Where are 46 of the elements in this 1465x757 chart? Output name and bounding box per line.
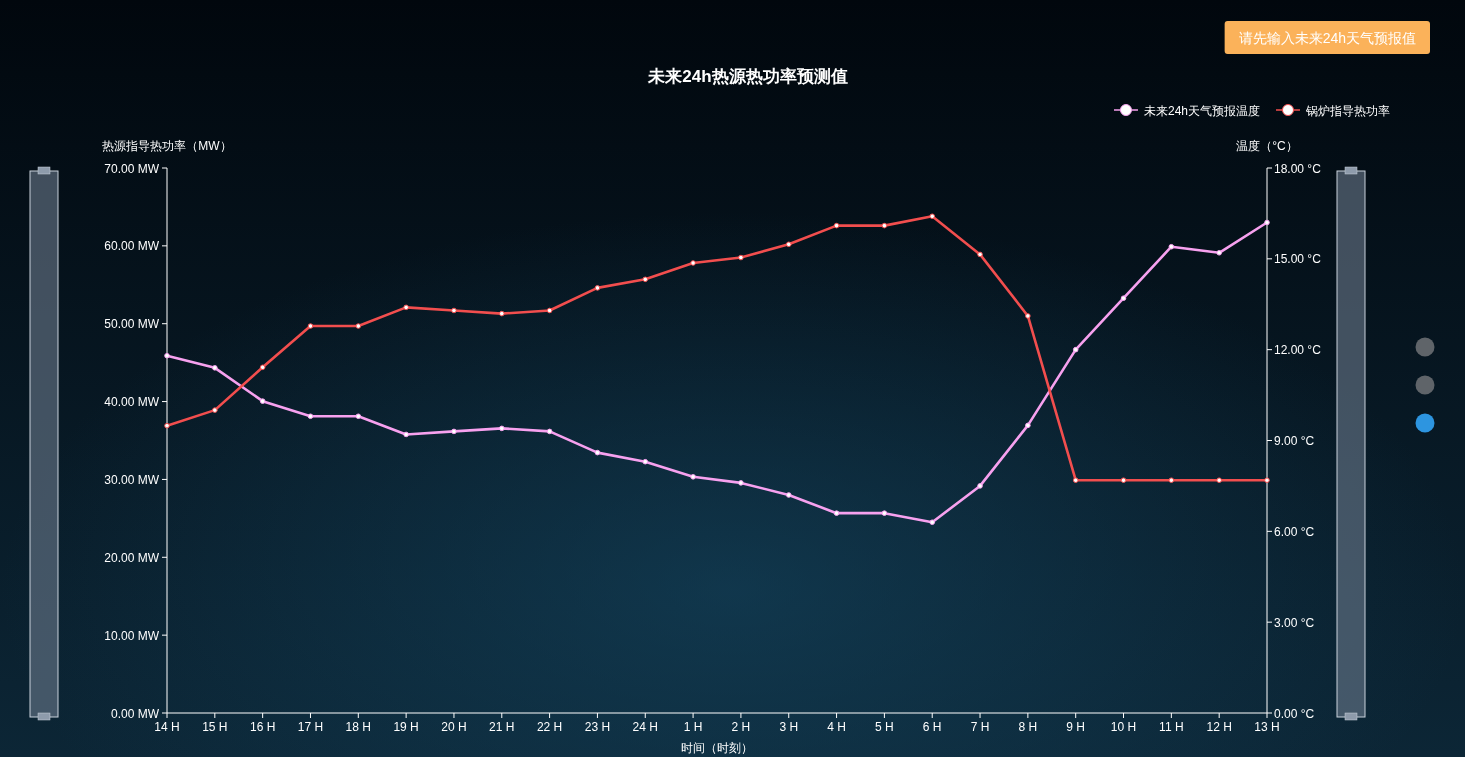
x-tick-label: 11 H (1159, 720, 1184, 734)
x-tick-label: 18 H (345, 720, 371, 734)
y2-tick-label: 6.00 °C (1274, 524, 1315, 539)
y-tick-label: 40.00 MW (104, 395, 160, 410)
x-tick-label: 12 H (1206, 720, 1232, 734)
x-tick-label: 1 H (683, 720, 703, 734)
y2-tick-label: 3.00 °C (1274, 615, 1315, 630)
x-tick-label: 6 H (922, 720, 942, 734)
y2-tick-label: 15.00 °C (1274, 252, 1322, 267)
text: 请先输入未来24h天气预报值 (1238, 30, 1416, 46)
x-tick-label: 15 H (202, 720, 228, 734)
y-tick-label: 30.00 MW (104, 472, 160, 487)
x-tick-label: 16 H (249, 720, 276, 734)
y-tick-label: 0.00 MW (110, 706, 160, 721)
y2-tick-label: 9.00 °C (1274, 434, 1315, 448)
y2-tick-label: 0.00 °C (1274, 706, 1315, 721)
x-tick-label: 21 H (489, 720, 515, 734)
x-tick-label: 23 H (584, 720, 611, 734)
x-tick-label: 22 H (536, 720, 563, 734)
x-tick-label: 9 H (1066, 720, 1086, 734)
x-tick-label: 10 H (1110, 720, 1137, 734)
y-tick-label: 20.00 MW (104, 550, 160, 565)
x-tick-label: 14 H (154, 720, 180, 734)
y-tick-label: 50.00 MW (104, 317, 160, 332)
y-tick-label: 60.00 MW (104, 239, 160, 254)
x-tick-label: 4 H (827, 720, 846, 734)
x-tick-label: 8 H (1018, 720, 1038, 734)
y-tick-label: 70.00 MW (104, 161, 160, 176)
x-tick-label: 2 H (731, 720, 751, 734)
x-tick-label: 20 H (441, 720, 467, 734)
legend-label: 未来24h天气预报温度 (1143, 103, 1260, 118)
y2-axis-title: 温度（°C） (1236, 139, 1298, 153)
x-tick-label: 24 H (632, 720, 658, 734)
chart-title: 未来24h热源热功率预测值 (647, 67, 848, 86)
legend-label: 锅炉指导热功率 (1305, 103, 1390, 118)
x-tick-label: 7 H (970, 720, 990, 734)
x-axis-title: 时间（时刻） (681, 741, 753, 755)
x-tick-label: 19 H (393, 720, 419, 734)
y2-tick-label: 18.00 °C (1274, 161, 1322, 176)
y2-tick-label: 12.00 °C (1274, 343, 1322, 358)
y-axis-title: 热源指导热功率（MW） (102, 139, 232, 153)
x-tick-label: 17 H (297, 720, 324, 734)
x-tick-label: 3 H (779, 720, 799, 734)
x-tick-label: 5 H (875, 720, 894, 734)
y-tick-label: 10.00 MW (104, 628, 160, 643)
x-tick-label: 13 H (1254, 720, 1280, 734)
